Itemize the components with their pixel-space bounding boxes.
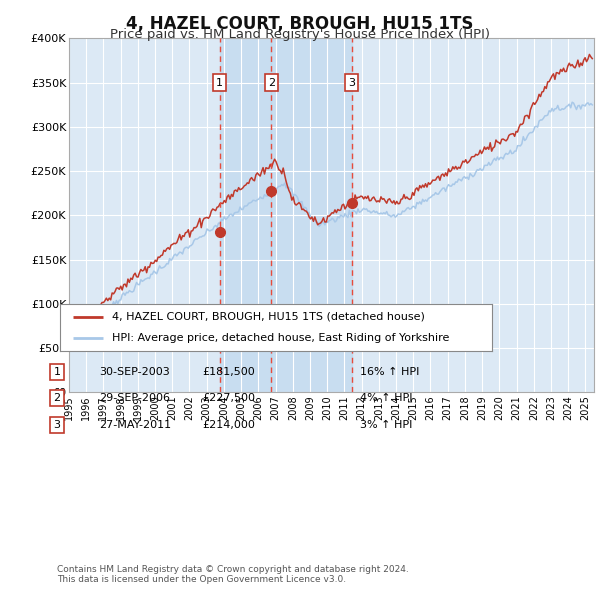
- Text: 4% ↑ HPI: 4% ↑ HPI: [360, 394, 413, 403]
- Bar: [271, 38, 352, 392]
- Text: £214,000: £214,000: [202, 420, 255, 430]
- Text: HPI: Average price, detached house, East Riding of Yorkshire: HPI: Average price, detached house, East…: [112, 333, 449, 343]
- Text: 29-SEP-2006: 29-SEP-2006: [99, 394, 170, 403]
- Text: £227,500: £227,500: [202, 394, 255, 403]
- Text: 4, HAZEL COURT, BROUGH, HU15 1TS (detached house): 4, HAZEL COURT, BROUGH, HU15 1TS (detach…: [112, 312, 425, 322]
- Text: 30-SEP-2003: 30-SEP-2003: [99, 367, 170, 376]
- Bar: [220, 38, 271, 392]
- Text: 4, HAZEL COURT, BROUGH, HU15 1TS: 4, HAZEL COURT, BROUGH, HU15 1TS: [127, 15, 473, 33]
- Text: £181,500: £181,500: [202, 367, 255, 376]
- Text: 1: 1: [53, 367, 61, 376]
- Text: 2: 2: [268, 78, 275, 87]
- Text: 3: 3: [348, 78, 355, 87]
- Text: 3: 3: [53, 420, 61, 430]
- Text: 27-MAY-2011: 27-MAY-2011: [99, 420, 171, 430]
- Text: Contains HM Land Registry data © Crown copyright and database right 2024.
This d: Contains HM Land Registry data © Crown c…: [57, 565, 409, 584]
- Text: 1: 1: [216, 78, 223, 87]
- Text: 3% ↑ HPI: 3% ↑ HPI: [360, 420, 412, 430]
- Text: 16% ↑ HPI: 16% ↑ HPI: [360, 367, 419, 376]
- Text: 2: 2: [53, 394, 61, 403]
- Text: Price paid vs. HM Land Registry's House Price Index (HPI): Price paid vs. HM Land Registry's House …: [110, 28, 490, 41]
